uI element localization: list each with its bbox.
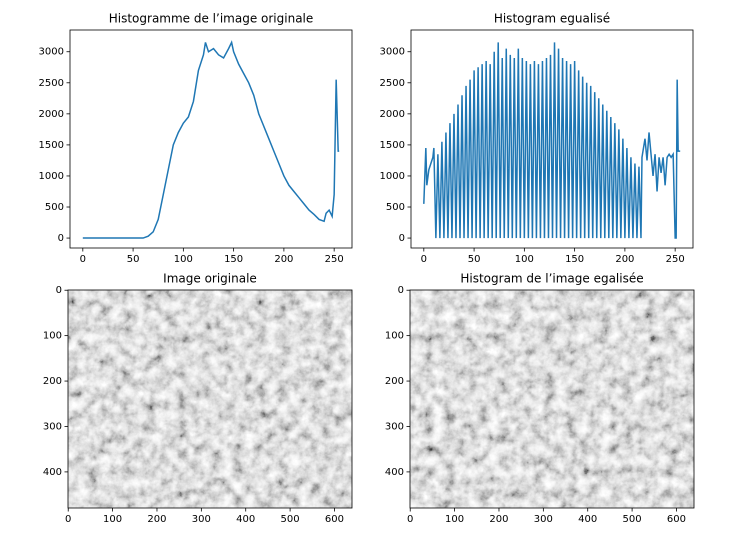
x-tick-label: 600: [325, 514, 344, 525]
image: [68, 290, 352, 508]
axes-frame: [69, 29, 353, 249]
x-tick-label: 50: [468, 254, 481, 265]
subplot-title: Histogram de l’image egalisée: [460, 272, 643, 286]
y-tick-label: 0: [56, 285, 62, 296]
line: [82, 40, 340, 239]
y-tick-label: 2000: [380, 109, 405, 120]
y-tick-label: 200: [385, 376, 404, 387]
x-tick-label: 250: [325, 254, 344, 265]
x-tick-label: 500: [281, 514, 300, 525]
x-tick-label: 200: [615, 254, 634, 265]
y-tick-label: 3000: [39, 47, 64, 58]
y-tick-label: 300: [43, 421, 62, 432]
x-tick-label: 250: [666, 254, 685, 265]
y-tick-label: 1000: [380, 171, 405, 182]
subplot: 0 100 200 300 400 500 600 0 100 200 300 400 Histogra…: [385, 272, 695, 525]
y-tick-label: 0: [398, 285, 404, 296]
x-tick-label: 300: [534, 514, 553, 525]
x-tick-label: 200: [274, 254, 293, 265]
axes-frame: [410, 29, 694, 249]
y-tick-label: 300: [385, 421, 404, 432]
x-tick-label: 0: [407, 514, 413, 525]
x-tick-label: 100: [515, 254, 534, 265]
x-tick-label: 100: [174, 254, 193, 265]
y-tick-label: 1000: [39, 171, 64, 182]
x-tick-label: 200: [489, 514, 508, 525]
subplot-title: Histogramme de l’image originale: [109, 12, 314, 26]
x-tick-label: 0: [65, 514, 71, 525]
y-tick-label: 3000: [380, 47, 405, 58]
y-tick-label: 0: [399, 233, 405, 244]
x-tick-label: 600: [667, 514, 686, 525]
y-tick-label: 1500: [380, 140, 405, 151]
subplot: 0 100 200 300 400 500 600 0 100 200 300 400 Image or…: [43, 272, 353, 525]
y-tick-label: 500: [386, 202, 405, 213]
y-tick-label: 400: [43, 467, 62, 478]
y-tick-label: 2500: [380, 78, 405, 89]
x-tick-label: 200: [147, 514, 166, 525]
axes-frame: [409, 289, 695, 509]
y-tick-label: 1500: [39, 140, 64, 151]
x-tick-label: 500: [623, 514, 642, 525]
y-tick-label: 2000: [39, 109, 64, 120]
axes-frame: [67, 289, 353, 509]
y-tick-label: 200: [43, 376, 62, 387]
subplot: 0 50 100 150 200 250050010001500200025003000H…: [39, 12, 353, 265]
x-tick-label: 300: [192, 514, 211, 525]
x-tick-label: 400: [578, 514, 597, 525]
y-tick-label: 100: [385, 331, 404, 342]
line: [423, 42, 681, 239]
x-tick-label: 150: [565, 254, 584, 265]
y-tick-label: 0: [58, 233, 64, 244]
subplot-title: Image originale: [163, 272, 257, 286]
subplot: 0 50 100 150 200 250050010001500200025003000H…: [380, 12, 694, 265]
x-tick-label: 100: [103, 514, 122, 525]
subplot-title: Histogram egualisé: [494, 12, 610, 26]
y-tick-label: 400: [385, 467, 404, 478]
y-tick-label: 2500: [39, 78, 64, 89]
x-tick-label: 100: [445, 514, 464, 525]
y-tick-label: 100: [43, 331, 62, 342]
x-tick-label: 400: [236, 514, 255, 525]
x-tick-label: 150: [224, 254, 243, 265]
image: [410, 290, 694, 508]
x-tick-label: 0: [421, 254, 427, 265]
x-tick-label: 0: [80, 254, 86, 265]
y-tick-label: 500: [45, 202, 64, 213]
x-tick-label: 50: [127, 254, 140, 265]
